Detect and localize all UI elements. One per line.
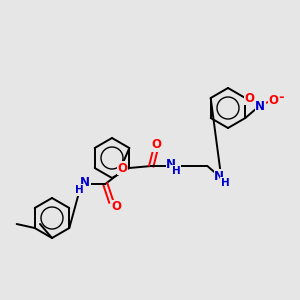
Text: O: O [111,200,121,214]
Text: H: H [172,166,181,176]
Text: N: N [214,169,224,182]
Text: O: O [117,161,127,175]
Text: N: N [80,176,90,190]
Text: -: - [278,92,284,104]
Text: H: H [221,178,230,188]
Text: O: O [151,139,161,152]
Text: N: N [255,100,265,112]
Text: N: N [166,158,176,170]
Text: H: H [75,185,84,195]
Text: O: O [268,94,278,106]
Text: O: O [244,92,254,104]
